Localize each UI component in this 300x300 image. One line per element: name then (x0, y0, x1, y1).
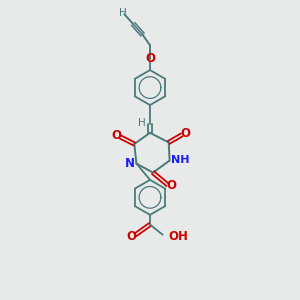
Text: O: O (167, 179, 177, 192)
Text: H: H (119, 8, 127, 18)
Text: NH: NH (171, 155, 190, 165)
Text: O: O (127, 230, 136, 243)
Text: N: N (124, 157, 135, 170)
Text: O: O (111, 129, 121, 142)
Text: O: O (180, 127, 190, 140)
Text: H: H (138, 118, 146, 128)
Text: O: O (145, 52, 155, 65)
Text: OH: OH (169, 230, 189, 243)
